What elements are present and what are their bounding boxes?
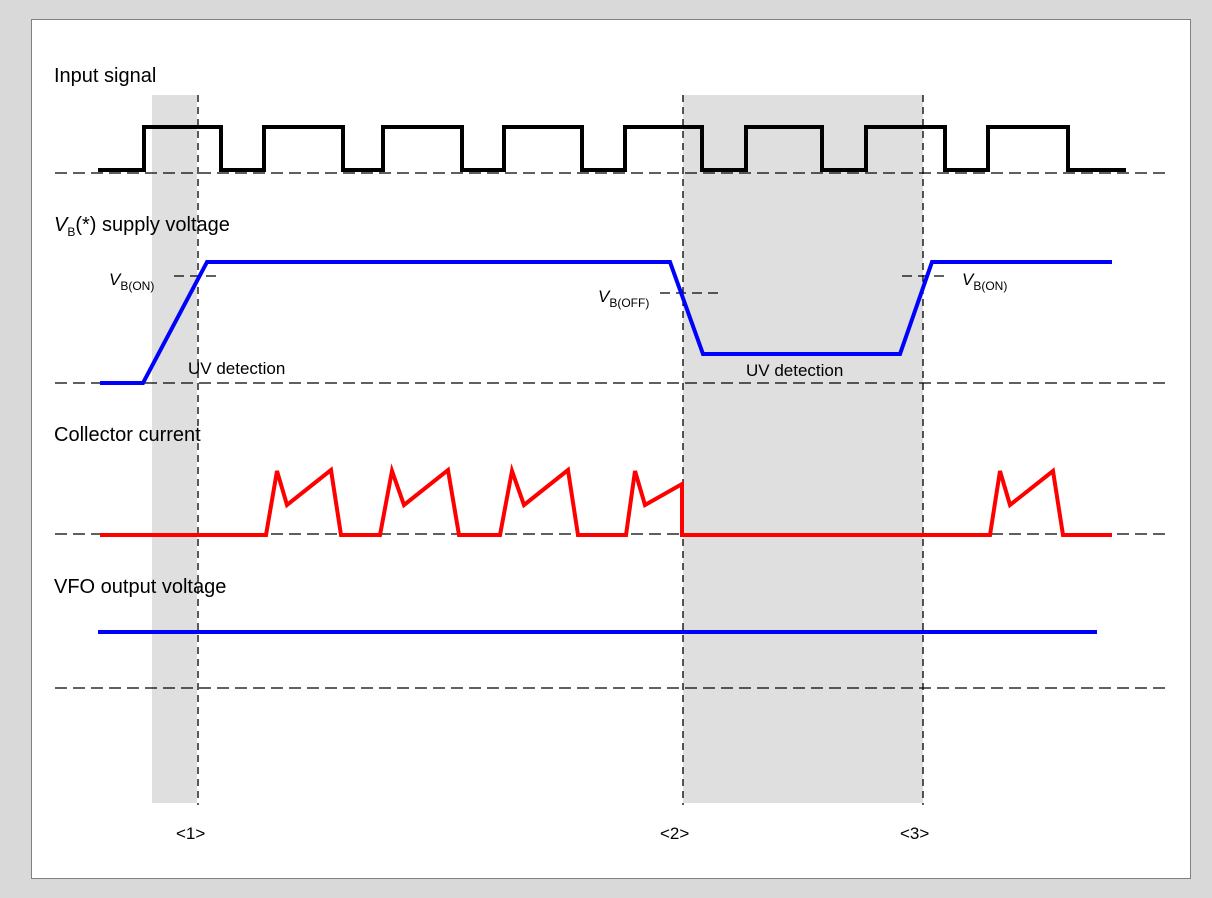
event-marker-1: <1> xyxy=(176,824,205,843)
diagram-panel xyxy=(31,19,1191,879)
input-signal-label: Input signal xyxy=(54,65,156,87)
uv-detection-label-2: UV detection xyxy=(746,361,843,380)
vb-off-label: VB(OFF) xyxy=(598,287,649,310)
vb-on-label-1: VB(ON) xyxy=(109,270,154,293)
input-signal-waveform xyxy=(98,125,1126,172)
event-marker-2: <2> xyxy=(660,824,689,843)
supply-voltage-label: VB(*) supply voltage xyxy=(54,214,230,239)
event-marker-3: <3> xyxy=(900,824,929,843)
shade-region-1 xyxy=(152,95,197,803)
vfo-output-label: VFO output voltage xyxy=(54,576,226,598)
collector-current-waveform xyxy=(100,463,1112,537)
collector-current-label: Collector current xyxy=(54,424,201,446)
uv-detection-label-1: UV detection xyxy=(188,359,285,378)
shade-region-2 xyxy=(683,95,923,803)
vb-on-label-2: VB(ON) xyxy=(962,270,1007,293)
supply-voltage-waveform xyxy=(100,260,1112,385)
